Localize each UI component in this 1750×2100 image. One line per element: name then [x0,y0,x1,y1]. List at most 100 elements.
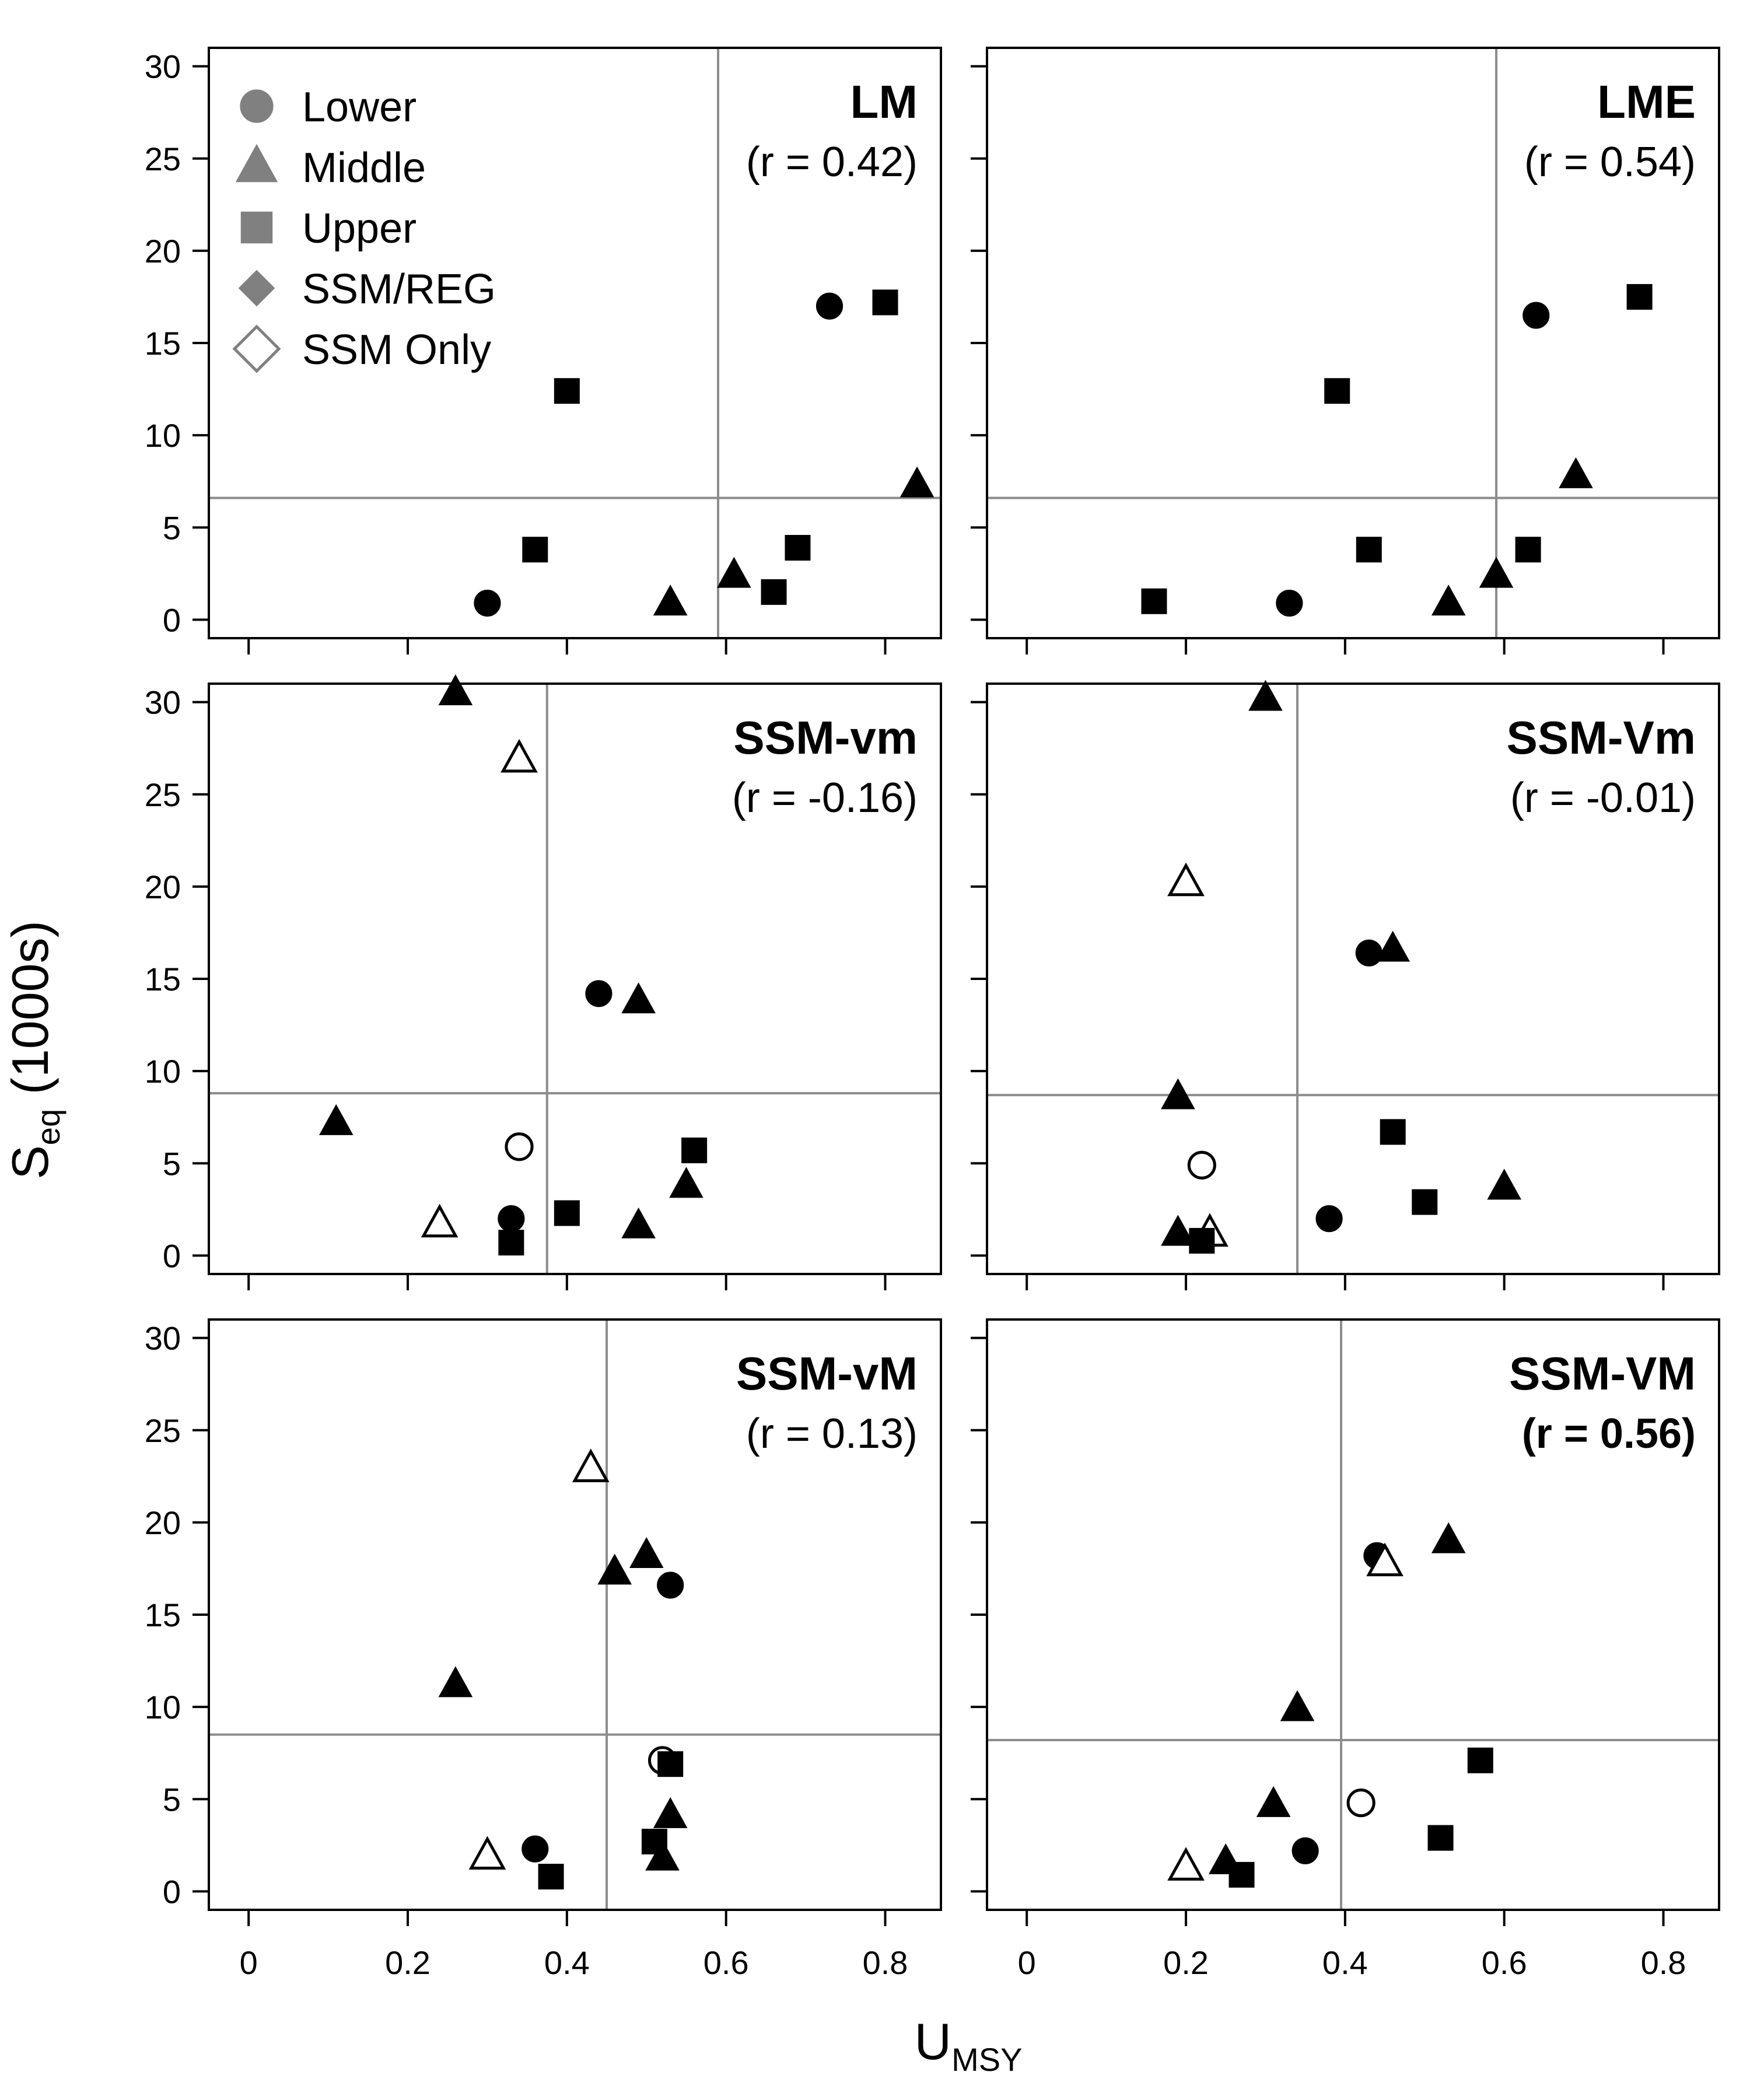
legend-item: SSM Only [232,324,491,373]
data-point-circle [1292,1837,1319,1864]
y-tick-label: 10 [145,417,181,454]
legend-label: Upper [302,205,416,252]
legend: Lower Middle Upper SSM/REG SSM Only [232,84,496,373]
data-point-triangle [629,1536,664,1568]
data-point-triangle-open [1366,1542,1404,1577]
data-point-triangle [645,1839,680,1871]
data-point-square [1141,588,1167,614]
x-tick-label: 0 [240,1944,258,1981]
data-point-triangle-open [572,1448,610,1482]
y-tick-label: 30 [145,1320,181,1357]
data-point-circle-open [1346,1788,1376,1818]
data-point-triangle [653,584,688,616]
y-tick-label: 20 [145,869,181,905]
plot-frame [208,682,942,1275]
legend-label: SSM Only [302,327,491,373]
x-tick-label: 0.6 [1482,1944,1527,1981]
legend-label: Lower [302,84,416,131]
x-tick-label: 0.6 [704,1944,749,1981]
y-tick-label: 5 [163,509,181,546]
y-tick-label: 10 [145,1053,181,1090]
y-tick-label: 5 [163,1781,181,1818]
y-tick-label: 30 [145,684,181,721]
legend-item: SSM/REG [238,266,496,313]
data-point-triangle [1431,1522,1466,1553]
x-tick-label: 0.2 [385,1944,430,1981]
plot-frame [986,47,1720,639]
data-point-circle [816,292,844,320]
panel-title: SSM-Vm [1507,712,1696,764]
data-point-triangle [717,556,751,588]
x-axis-title: UMSY [915,2013,1023,2078]
data-point-square [522,537,548,563]
legend-diamond-icon [238,270,275,307]
correlation-label: (r = -0.01) [1510,775,1696,821]
data-point-triangle-open [1167,862,1205,897]
plot-frame [986,1318,1720,1911]
data-point-triangle [1280,1690,1315,1721]
x-tick-label: 0 [1018,1944,1036,1981]
panel-title: SSM-vM [736,1348,918,1399]
y-tick-label: 15 [145,1597,181,1633]
data-point-triangle [621,982,656,1014]
data-point-triangle [438,674,473,705]
data-point-square [554,378,580,404]
data-point-circle [474,589,501,617]
data-point-square [1427,1825,1454,1851]
data-point-circle-open [505,1132,534,1161]
panel-ssm-vm: 0 5 10 15 20 25 30 0 0.2 0.4 0.6 0.8 SSM-vM (r = 0.13… [145,1318,942,1981]
legend-item: Lower [240,84,416,131]
panel-ssm-vm: 0 0.2 0.4 0.6 0.8 SSM-VM (r = 0.56) [971,1318,1720,1981]
data-point-square [872,289,898,316]
data-point-circle [1522,302,1550,329]
data-point-triangle [438,1666,473,1698]
correlation-label: (r = 0.13) [746,1410,918,1457]
correlation-label: (r = 0.54) [1524,139,1696,186]
legend-item: Middle [235,144,426,191]
data-point-square [657,1751,684,1777]
data-point-square [1626,284,1653,310]
svg-text:Seq (1000s): Seq (1000s) [1,921,66,1180]
data-point-circle [498,1205,525,1233]
legend-item: Upper [240,205,416,252]
data-point-square [761,579,787,605]
y-tick-label: 20 [145,1504,181,1541]
data-point-square [1412,1189,1438,1215]
data-point-triangle [318,1104,354,1135]
x-tick-label: 0.8 [863,1944,908,1981]
data-point-square [1515,537,1541,563]
y-tick-label: 10 [145,1689,181,1726]
data-point-triangle [1487,1168,1521,1200]
data-point-triangle [669,1167,704,1198]
data-point-square [498,1230,524,1256]
y-axis-title-rest: (1000s) [1,921,59,1109]
panel-title: SSM-VM [1509,1348,1696,1399]
data-point-triangle [1256,1786,1291,1817]
data-point-triangle [597,1553,632,1585]
svg-text:UMSY: UMSY [915,2013,1023,2078]
data-point-square [1356,537,1382,563]
y-tick-label: 15 [145,325,181,362]
data-point-triangle [1248,680,1283,711]
y-tick-label: 0 [163,1237,181,1274]
y-tick-label: 0 [163,601,181,638]
data-point-square [1467,1747,1493,1773]
correlation-label: (r = 0.56) [1522,1410,1696,1457]
panel-ssm-vm: SSM-Vm (r = -0.01) [971,680,1720,1290]
data-point-circle [657,1572,684,1599]
data-point-triangle [621,1207,656,1238]
legend-triangle-icon [235,144,278,183]
data-point-triangle [1479,556,1514,588]
panel-title: SSM-vm [733,712,918,764]
y-axis-title-sub: eq [30,1109,66,1145]
x-tick-label: 0.4 [1322,1944,1368,1981]
data-point-triangle [653,1797,688,1828]
plot-frame [986,682,1720,1275]
y-tick-label: 5 [163,1145,181,1182]
y-tick-label: 20 [145,233,181,270]
x-tick-label: 0.8 [1641,1944,1686,1981]
x-tick-label: 0.4 [544,1944,590,1981]
data-point-square [1324,378,1350,404]
data-point-triangle-open [421,1203,459,1238]
legend-label: SSM/REG [302,266,496,313]
